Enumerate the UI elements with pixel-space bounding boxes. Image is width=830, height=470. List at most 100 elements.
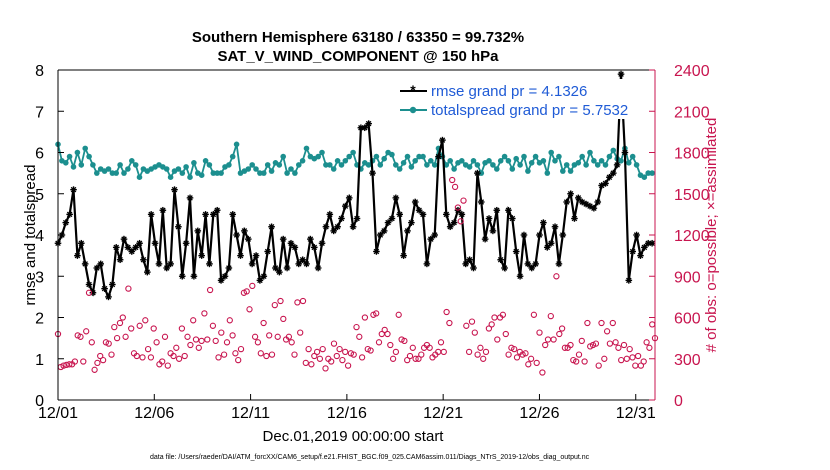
- obs-marker: [550, 336, 557, 343]
- obs-marker: [389, 355, 397, 362]
- chart-title: Southern Hemisphere 63180 / 63350 = 99.7…: [192, 29, 524, 46]
- totalspread-marker: [521, 153, 527, 160]
- obs-marker: [339, 356, 346, 364]
- obs-marker: [153, 339, 160, 346]
- rmse-marker: [617, 70, 625, 78]
- totalspread-marker: [633, 162, 640, 168]
- obs-marker: [637, 362, 645, 369]
- obs-marker: [285, 333, 293, 340]
- obs-marker: [159, 358, 166, 365]
- obs-marker: [99, 356, 107, 364]
- obs-marker: [212, 337, 219, 345]
- rmse-marker: [136, 239, 143, 247]
- obs-marker: [598, 319, 605, 327]
- footnote: data file: /Users/raeder/DAI/ATM_forcXX/…: [150, 454, 590, 461]
- totalspread-marker: [412, 158, 419, 164]
- rmse-marker: [342, 202, 349, 210]
- totalspread-marker: [373, 153, 380, 160]
- rmse-marker: [404, 227, 411, 235]
- rmse-marker: [621, 149, 629, 156]
- rmse-marker: [485, 215, 493, 222]
- obs-marker: [446, 319, 453, 327]
- totalspread-marker: [540, 158, 547, 164]
- obs-marker: [263, 352, 270, 360]
- totalspread-marker: [602, 162, 609, 168]
- rmse-marker: [229, 211, 237, 218]
- rmse-marker: [338, 215, 345, 222]
- totalspread-marker: [163, 166, 170, 172]
- rmse-marker: [567, 190, 574, 198]
- obs-marker: [601, 355, 608, 362]
- obs-marker: [477, 344, 484, 351]
- obs-marker: [474, 351, 481, 358]
- obs-marker: [539, 369, 546, 376]
- totalspread-marker: [451, 166, 457, 172]
- rmse-marker: [151, 239, 159, 247]
- obs-marker: [511, 345, 518, 353]
- rmse-marker: [353, 215, 361, 222]
- obs-marker: [94, 359, 101, 367]
- totalspread-marker: [459, 158, 465, 164]
- obs-marker: [80, 358, 87, 365]
- totalspread-marker: [389, 151, 395, 158]
- totalspread-marker: [404, 153, 411, 160]
- rmse-marker: [210, 211, 217, 218]
- rmse-marker: [408, 219, 415, 226]
- rmse-marker: [609, 169, 617, 177]
- rmse-marker: [543, 244, 551, 251]
- obs-marker: [643, 339, 650, 346]
- y-tick-label: 3: [35, 269, 44, 286]
- rmse-marker: [380, 227, 388, 235]
- obs-marker: [223, 339, 231, 346]
- obs-marker: [463, 322, 470, 329]
- obs-marker: [584, 319, 591, 327]
- rmse-marker: [470, 264, 477, 272]
- obs-marker: [353, 323, 360, 331]
- obs-marker: [609, 319, 616, 327]
- totalspread-marker: [548, 149, 554, 156]
- obs-marker: [299, 297, 307, 305]
- totalspread-marker: [129, 158, 135, 164]
- totalspread-marker: [284, 170, 290, 176]
- rmse-marker: [182, 239, 190, 247]
- rmse-marker: [225, 264, 233, 272]
- obs-marker: [190, 317, 197, 324]
- totalspread-marker: [428, 158, 434, 164]
- totalspread-marker: [645, 170, 651, 176]
- obs-marker: [527, 355, 535, 362]
- obs-marker: [561, 344, 569, 351]
- rmse-marker: [299, 256, 306, 264]
- rmse-marker: [74, 252, 81, 259]
- right-tick-label: 1500: [674, 187, 710, 204]
- totalspread-marker: [552, 158, 558, 164]
- rmse-marker: [563, 198, 570, 206]
- obs-marker: [629, 354, 636, 361]
- totalspread-marker: [509, 166, 516, 172]
- rmse-marker: [62, 219, 70, 226]
- obs-marker: [113, 334, 121, 342]
- right-tick-label: 0: [674, 393, 683, 410]
- obs-marker: [457, 218, 464, 225]
- obs-marker: [342, 348, 349, 356]
- obs-marker: [60, 362, 67, 369]
- rmse-marker: [641, 244, 648, 251]
- obs-marker: [578, 337, 585, 345]
- obs-marker: [401, 337, 408, 345]
- obs-marker: [175, 355, 183, 362]
- obs-marker: [271, 301, 278, 309]
- totalspread-marker: [117, 162, 123, 168]
- obs-marker: [63, 361, 70, 369]
- rmse-marker: [97, 260, 105, 268]
- rmse-marker: [571, 215, 578, 222]
- rmse-marker: [252, 252, 260, 259]
- rmse-marker: [291, 244, 299, 251]
- obs-marker: [235, 356, 242, 364]
- obs-marker: [128, 325, 135, 332]
- x-tick-label: 12/16: [327, 405, 367, 422]
- totalspread-marker: [513, 155, 519, 162]
- rmse-marker: [93, 264, 101, 272]
- totalspread-marker: [365, 162, 372, 168]
- totalspread-marker: [497, 158, 504, 164]
- rmse-marker: [318, 239, 326, 247]
- obs-marker: [142, 317, 149, 324]
